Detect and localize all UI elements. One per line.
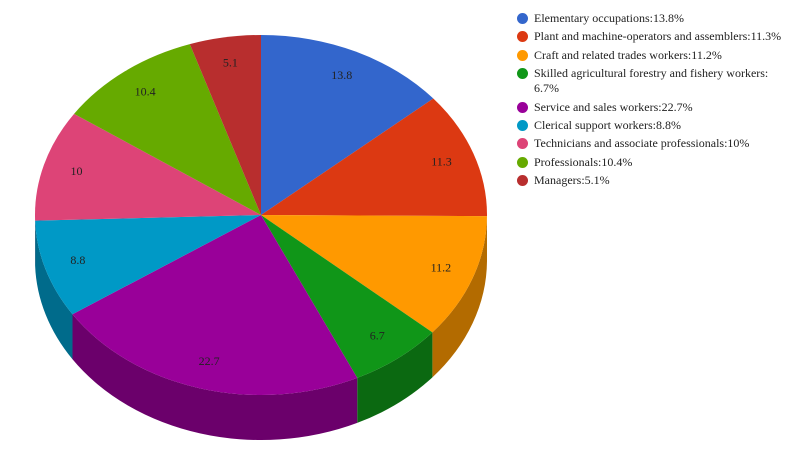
slice bbox=[74, 44, 261, 216]
chart: 13.8 11.3 11.2 6.7 22.7 8.8 10 10.4 5.1 bbox=[35, 35, 487, 440]
slice bbox=[35, 113, 261, 221]
legend-marker bbox=[517, 49, 528, 61]
slice-side bbox=[357, 332, 433, 423]
slice-label: 6.7 bbox=[370, 329, 385, 343]
slice bbox=[261, 215, 487, 333]
legend-item: Elementary occupations:13.8% bbox=[517, 11, 787, 26]
slice-side bbox=[432, 216, 487, 378]
slice-label: 5.1 bbox=[223, 56, 238, 70]
legend-item: Clerical support workers:8.8% bbox=[517, 118, 787, 133]
slice-side bbox=[35, 220, 73, 360]
legend-label: Technicians and associate professionals:… bbox=[534, 136, 750, 151]
slice-label: 22.7 bbox=[199, 354, 220, 368]
slice-label: 13.8 bbox=[331, 68, 352, 82]
legend: Elementary occupations:13.8% Plant and ma… bbox=[517, 11, 787, 192]
legend-item: Technicians and associate professionals:… bbox=[517, 136, 787, 151]
legend-item: Plant and machine-operators and assemble… bbox=[517, 29, 787, 44]
legend-item: Skilled agricultural forestry and fisher… bbox=[517, 66, 787, 96]
slice bbox=[261, 35, 434, 215]
legend-label: Service and sales workers:22.7% bbox=[534, 99, 693, 114]
legend-label: Managers:5.1% bbox=[534, 173, 610, 188]
legend-item: Managers:5.1% bbox=[517, 173, 787, 188]
legend-label: Elementary occupations:13.8% bbox=[534, 11, 684, 25]
slice bbox=[261, 98, 487, 217]
legend-label: Craft and related trades workers:11.2% bbox=[534, 47, 722, 62]
legend-marker bbox=[517, 138, 528, 150]
slice-label: 11.3 bbox=[431, 154, 452, 168]
slice bbox=[72, 215, 358, 395]
slice-label: 10 bbox=[71, 164, 83, 178]
legend-label: Professionals:10.4% bbox=[534, 154, 633, 169]
legend-label: Clerical support workers:8.8% bbox=[534, 117, 681, 132]
legend-marker bbox=[517, 101, 528, 113]
slice bbox=[189, 35, 261, 215]
legend-marker bbox=[517, 119, 528, 131]
legend-marker bbox=[517, 68, 528, 80]
legend-marker bbox=[517, 175, 528, 187]
legend-label: Plant and machine-operators and assemble… bbox=[534, 29, 782, 44]
slice bbox=[35, 215, 262, 315]
legend-marker bbox=[517, 13, 528, 24]
legend-item: Professionals:10.4% bbox=[517, 155, 787, 170]
legend-item: Craft and related trades workers:11.2% bbox=[517, 48, 787, 63]
slice bbox=[261, 215, 433, 378]
legend-item: Service and sales workers:22.7% bbox=[517, 100, 787, 115]
legend-marker bbox=[517, 31, 528, 43]
legend-marker bbox=[517, 156, 528, 168]
slice-label: 11.2 bbox=[431, 260, 452, 274]
legend-label: Skilled agricultural forestry and fisher… bbox=[534, 66, 769, 96]
slice-label: 10.4 bbox=[135, 85, 156, 99]
slice-label: 8.8 bbox=[70, 253, 85, 267]
slice-side bbox=[72, 314, 358, 440]
